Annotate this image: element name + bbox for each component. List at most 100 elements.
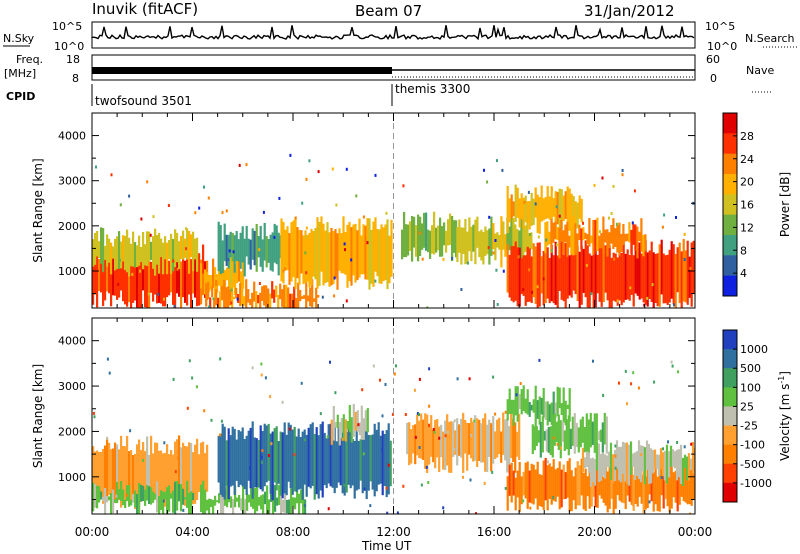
power-cell bbox=[574, 201, 577, 227]
velocity-cell bbox=[375, 429, 378, 492]
velocity-cell bbox=[305, 434, 308, 497]
power-cell bbox=[299, 290, 302, 302]
power-speckle bbox=[344, 248, 346, 252]
velocity-cell bbox=[524, 398, 527, 414]
power-cell bbox=[588, 218, 591, 247]
velocity-cell bbox=[154, 493, 157, 500]
velocity-cell bbox=[258, 497, 261, 506]
velocity-cell bbox=[613, 449, 617, 481]
power-speckle bbox=[149, 233, 152, 237]
velocity-speckle bbox=[662, 447, 664, 451]
power-cell bbox=[510, 217, 513, 256]
velocity-cell bbox=[122, 446, 125, 496]
power-cell bbox=[528, 200, 531, 230]
power-cell bbox=[301, 296, 304, 299]
velocity-cell bbox=[520, 476, 523, 505]
power-cell bbox=[572, 216, 575, 256]
velocity-cell bbox=[412, 425, 415, 454]
power-speckle bbox=[317, 170, 320, 174]
velocity-cell bbox=[142, 485, 145, 501]
power-cell bbox=[190, 259, 193, 308]
velocity-cell bbox=[504, 419, 507, 461]
power-speckle bbox=[616, 299, 619, 303]
power-cell bbox=[273, 289, 276, 303]
power-cell bbox=[259, 225, 262, 267]
power-cell bbox=[586, 234, 589, 245]
power-cell bbox=[429, 230, 432, 259]
power-cell bbox=[594, 243, 597, 308]
velocity-cell bbox=[410, 429, 413, 464]
velocity-cell bbox=[605, 455, 609, 468]
power-speckle bbox=[258, 282, 261, 285]
velocity-cell bbox=[202, 480, 205, 514]
velocity-speckle bbox=[559, 446, 562, 450]
velocity-cell bbox=[286, 499, 289, 514]
power-cell bbox=[289, 293, 292, 308]
power-cell bbox=[287, 287, 290, 308]
power-cell bbox=[449, 213, 452, 245]
velocity-cell bbox=[602, 476, 605, 503]
velocity-speckle bbox=[552, 496, 555, 500]
velocity-cell bbox=[424, 413, 427, 469]
power-speckle bbox=[301, 201, 304, 205]
power-cell bbox=[219, 291, 222, 308]
velocity-cell bbox=[642, 465, 645, 514]
velocity-speckle bbox=[432, 427, 435, 431]
velocity-cell bbox=[248, 494, 251, 503]
velocity-cell bbox=[381, 430, 384, 496]
power-speckle bbox=[147, 292, 150, 296]
power-cell bbox=[624, 233, 627, 242]
power-cell bbox=[560, 241, 563, 300]
velocity-cell bbox=[365, 429, 368, 500]
velocity-speckle bbox=[418, 446, 421, 449]
velocity-cell bbox=[269, 433, 272, 494]
velocity-speckle bbox=[384, 383, 387, 386]
velocity-speckle bbox=[391, 412, 394, 416]
power-cell bbox=[518, 198, 521, 228]
velocity-cell bbox=[118, 489, 121, 500]
velocity-speckle bbox=[270, 442, 273, 446]
velocity-cell bbox=[614, 460, 617, 509]
velocity-cell bbox=[138, 483, 141, 514]
velocity-speckle bbox=[172, 377, 175, 381]
velocity-cell bbox=[221, 423, 224, 497]
power-cell bbox=[462, 227, 465, 254]
velocity-cell bbox=[508, 388, 511, 414]
velocity-speckle bbox=[420, 483, 423, 487]
power-cell bbox=[164, 236, 167, 260]
power-cell bbox=[316, 217, 319, 289]
power-cell bbox=[447, 219, 450, 246]
velocity-cell bbox=[358, 422, 361, 436]
cpid-segment-1: twofsound 3501 bbox=[95, 94, 192, 108]
power-cell bbox=[634, 240, 637, 294]
velocity-speckle bbox=[362, 452, 365, 456]
power-cell bbox=[204, 269, 207, 295]
power-cell bbox=[96, 251, 99, 308]
power-cell bbox=[512, 201, 515, 217]
velocity-speckle bbox=[92, 411, 95, 415]
velocity-cell bbox=[560, 403, 563, 415]
velocity-cell bbox=[278, 485, 281, 506]
velocity-cell bbox=[586, 476, 589, 497]
power-cell bbox=[470, 226, 473, 262]
velocity-cell bbox=[208, 498, 211, 514]
power-cell bbox=[138, 235, 141, 266]
velocity-cell bbox=[592, 471, 595, 497]
power-cell bbox=[322, 223, 325, 286]
velocity-cell bbox=[462, 412, 465, 473]
power-cell bbox=[514, 241, 517, 301]
power-cell bbox=[582, 248, 585, 293]
velocity-cell bbox=[276, 497, 279, 506]
velocity-cell bbox=[508, 426, 511, 473]
velocity-cell bbox=[108, 442, 111, 496]
velocity-cell bbox=[188, 442, 191, 500]
velocity-speckle bbox=[186, 406, 189, 410]
velocity-cell bbox=[267, 423, 270, 481]
velocity-cell bbox=[226, 480, 229, 508]
power-cell bbox=[231, 232, 234, 262]
velocity-cell bbox=[190, 443, 193, 501]
power-cell bbox=[498, 235, 501, 250]
power-cell bbox=[160, 238, 163, 258]
power-cell bbox=[538, 242, 541, 307]
power-cell bbox=[417, 214, 420, 262]
